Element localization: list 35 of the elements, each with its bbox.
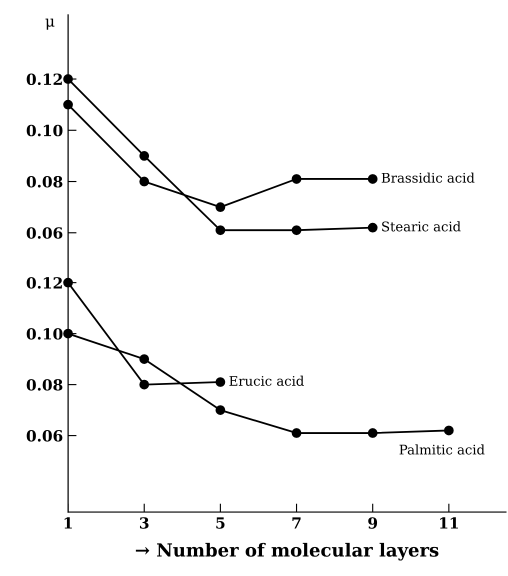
point	[216, 225, 226, 236]
point	[216, 405, 226, 415]
point	[292, 428, 302, 438]
point	[139, 380, 150, 390]
point	[444, 426, 454, 436]
y-tick-label: 0.10	[26, 124, 62, 136]
y-tick-label: 0.12	[26, 74, 62, 86]
y-tick-label: 0.06	[26, 227, 62, 239]
series-label: Erucic acid	[229, 376, 304, 386]
point	[292, 174, 302, 184]
y-axis-title: μ	[46, 18, 54, 30]
series-label: Palmitic acid	[400, 444, 485, 455]
point	[139, 176, 150, 186]
series-label: Stearic acid	[382, 221, 461, 232]
series-label: Brassidic acid	[382, 172, 474, 183]
point	[139, 151, 150, 161]
point	[216, 202, 226, 212]
x-axis-title: → Number of molecular layers	[136, 542, 438, 561]
point	[292, 225, 302, 236]
point	[216, 377, 226, 387]
x-tick-label: 11	[440, 517, 458, 529]
x-tick-label: 9	[368, 517, 378, 529]
point	[368, 174, 378, 184]
y-tick-label: 0.10	[26, 328, 62, 340]
x-tick-label: 5	[216, 517, 225, 529]
point	[139, 354, 150, 364]
x-tick-label: 1	[64, 517, 72, 529]
point	[368, 222, 378, 233]
y-tick-label: 0.08	[26, 176, 62, 188]
x-tick-label: 3	[140, 517, 149, 529]
y-tick-label: 0.06	[26, 430, 62, 442]
x-tick-label: 7	[292, 517, 301, 529]
y-tick-label: 0.08	[26, 379, 62, 391]
y-tick-label: 0.12	[26, 277, 62, 289]
point	[368, 428, 378, 438]
